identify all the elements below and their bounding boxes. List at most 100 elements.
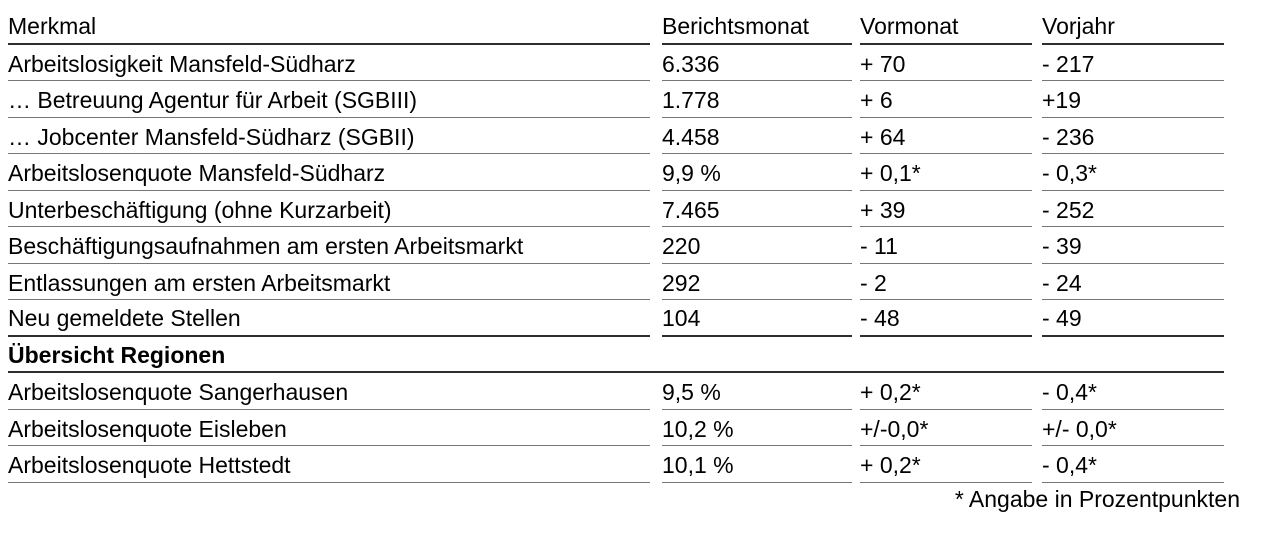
column-header-vormonat: Vormonat	[860, 8, 1032, 45]
table-row: Beschäftigungsaufnahmen am ersten Arbeit…	[8, 227, 1224, 264]
footnote: * Angabe in Prozentpunkten	[954, 485, 1240, 512]
column-gap	[650, 45, 662, 82]
column-gap	[852, 446, 860, 483]
section-header-row: Übersicht Regionen	[8, 337, 1224, 373]
cell-vorjahr: - 252	[1042, 191, 1224, 227]
cell-berichtsmonat: 7.465	[662, 191, 852, 227]
column-gap	[1032, 191, 1042, 228]
cell-berichtsmonat: 9,5 %	[662, 373, 852, 410]
cell-merkmal: Beschäftigungsaufnahmen am ersten Arbeit…	[8, 227, 650, 264]
table-header-row: Merkmal Berichtsmonat Vormonat Vorjahr	[8, 8, 1224, 45]
cell-vorjahr: +/- 0,0*	[1042, 410, 1224, 446]
cell-vormonat: + 0,1*	[860, 154, 1032, 191]
cell-merkmal: … Betreuung Agentur für Arbeit (SGBIII)	[8, 81, 650, 118]
column-gap	[1032, 45, 1042, 82]
section-header-title: Übersicht Regionen	[8, 337, 1224, 373]
column-gap	[1032, 264, 1042, 301]
cell-vorjahr: - 0,4*	[1042, 446, 1224, 483]
cell-vormonat: - 11	[860, 227, 1032, 264]
cell-vorjahr: - 24	[1042, 264, 1224, 300]
cell-vormonat: - 2	[860, 264, 1032, 300]
column-gap	[650, 446, 662, 483]
column-header-vorjahr: Vorjahr	[1042, 8, 1224, 45]
column-gap	[852, 8, 860, 45]
cell-merkmal: Arbeitslosigkeit Mansfeld-Südharz	[8, 45, 650, 81]
cell-berichtsmonat: 9,9 %	[662, 154, 852, 191]
column-gap	[852, 227, 860, 264]
column-gap	[852, 191, 860, 228]
cell-berichtsmonat: 10,1 %	[662, 446, 852, 483]
cell-vorjahr: - 39	[1042, 227, 1224, 264]
column-gap	[1032, 446, 1042, 483]
cell-vorjahr: - 236	[1042, 118, 1224, 154]
table-row: Arbeitslosenquote Sangerhausen 9,5 % + 0…	[8, 373, 1224, 410]
column-gap	[1032, 118, 1042, 155]
column-header-berichtsmonat: Berichtsmonat	[662, 8, 852, 45]
column-gap	[1032, 373, 1042, 410]
cell-vormonat: + 0,2*	[860, 373, 1032, 410]
column-gap	[1032, 154, 1042, 191]
cell-berichtsmonat: 292	[662, 264, 852, 300]
column-gap	[852, 81, 860, 118]
cell-vorjahr: - 0,4*	[1042, 373, 1224, 410]
cell-merkmal: Arbeitslosenquote Eisleben	[8, 410, 650, 446]
column-gap	[650, 264, 662, 301]
cell-vormonat: +/-0,0*	[860, 410, 1032, 446]
column-gap	[1032, 81, 1042, 118]
cell-vorjahr: - 217	[1042, 45, 1224, 81]
column-gap	[650, 191, 662, 228]
column-gap	[852, 45, 860, 82]
column-gap	[650, 8, 662, 45]
column-gap	[650, 300, 662, 337]
column-gap	[1032, 227, 1042, 264]
table-row: Arbeitslosenquote Mansfeld-Südharz 9,9 %…	[8, 154, 1224, 191]
column-gap	[1032, 300, 1042, 337]
table-row: … Betreuung Agentur für Arbeit (SGBIII) …	[8, 81, 1224, 118]
cell-berichtsmonat: 4.458	[662, 118, 852, 154]
table-row: Neu gemeldete Stellen 104 - 48 - 49	[8, 300, 1224, 337]
cell-vormonat: + 6	[860, 81, 1032, 118]
cell-berichtsmonat: 6.336	[662, 45, 852, 81]
column-gap	[852, 373, 860, 410]
column-gap	[852, 264, 860, 301]
cell-merkmal: Unterbeschäftigung (ohne Kurzarbeit)	[8, 191, 650, 227]
cell-vorjahr: - 0,3*	[1042, 154, 1224, 191]
cell-merkmal: … Jobcenter Mansfeld-Südharz (SGBII)	[8, 118, 650, 154]
table-row: Arbeitslosigkeit Mansfeld-Südharz 6.336 …	[8, 45, 1224, 82]
cell-berichtsmonat: 104	[662, 300, 852, 337]
column-gap	[650, 81, 662, 118]
table-row: … Jobcenter Mansfeld-Südharz (SGBII) 4.4…	[8, 118, 1224, 155]
cell-merkmal: Arbeitslosenquote Sangerhausen	[8, 373, 650, 410]
column-gap	[1032, 410, 1042, 447]
table-row: Arbeitslosenquote Eisleben 10,2 % +/-0,0…	[8, 410, 1224, 447]
table-row: Arbeitslosenquote Hettstedt 10,1 % + 0,2…	[8, 446, 1224, 483]
cell-merkmal: Arbeitslosenquote Hettstedt	[8, 446, 650, 483]
table-row: Entlassungen am ersten Arbeitsmarkt 292 …	[8, 264, 1224, 301]
column-header-merkmal: Merkmal	[8, 8, 650, 45]
cell-vormonat: + 70	[860, 45, 1032, 81]
column-gap	[1032, 8, 1042, 45]
cell-berichtsmonat: 10,2 %	[662, 410, 852, 446]
cell-merkmal: Arbeitslosenquote Mansfeld-Südharz	[8, 154, 650, 191]
column-gap	[650, 118, 662, 155]
column-gap	[650, 373, 662, 410]
labor-market-stats-table: Merkmal Berichtsmonat Vormonat Vorjahr A…	[8, 8, 1224, 483]
cell-merkmal: Entlassungen am ersten Arbeitsmarkt	[8, 264, 650, 300]
cell-vormonat: - 48	[860, 300, 1032, 337]
column-gap	[650, 410, 662, 447]
cell-vorjahr: +19	[1042, 81, 1224, 118]
column-gap	[852, 300, 860, 337]
table-row: Unterbeschäftigung (ohne Kurzarbeit) 7.4…	[8, 191, 1224, 228]
cell-vorjahr: - 49	[1042, 300, 1224, 337]
cell-berichtsmonat: 1.778	[662, 81, 852, 118]
column-gap	[852, 118, 860, 155]
column-gap	[852, 154, 860, 191]
cell-vormonat: + 39	[860, 191, 1032, 227]
cell-berichtsmonat: 220	[662, 227, 852, 264]
column-gap	[650, 154, 662, 191]
cell-vormonat: + 0,2*	[860, 446, 1032, 483]
cell-vormonat: + 64	[860, 118, 1032, 154]
cell-merkmal: Neu gemeldete Stellen	[8, 300, 650, 337]
column-gap	[650, 227, 662, 264]
